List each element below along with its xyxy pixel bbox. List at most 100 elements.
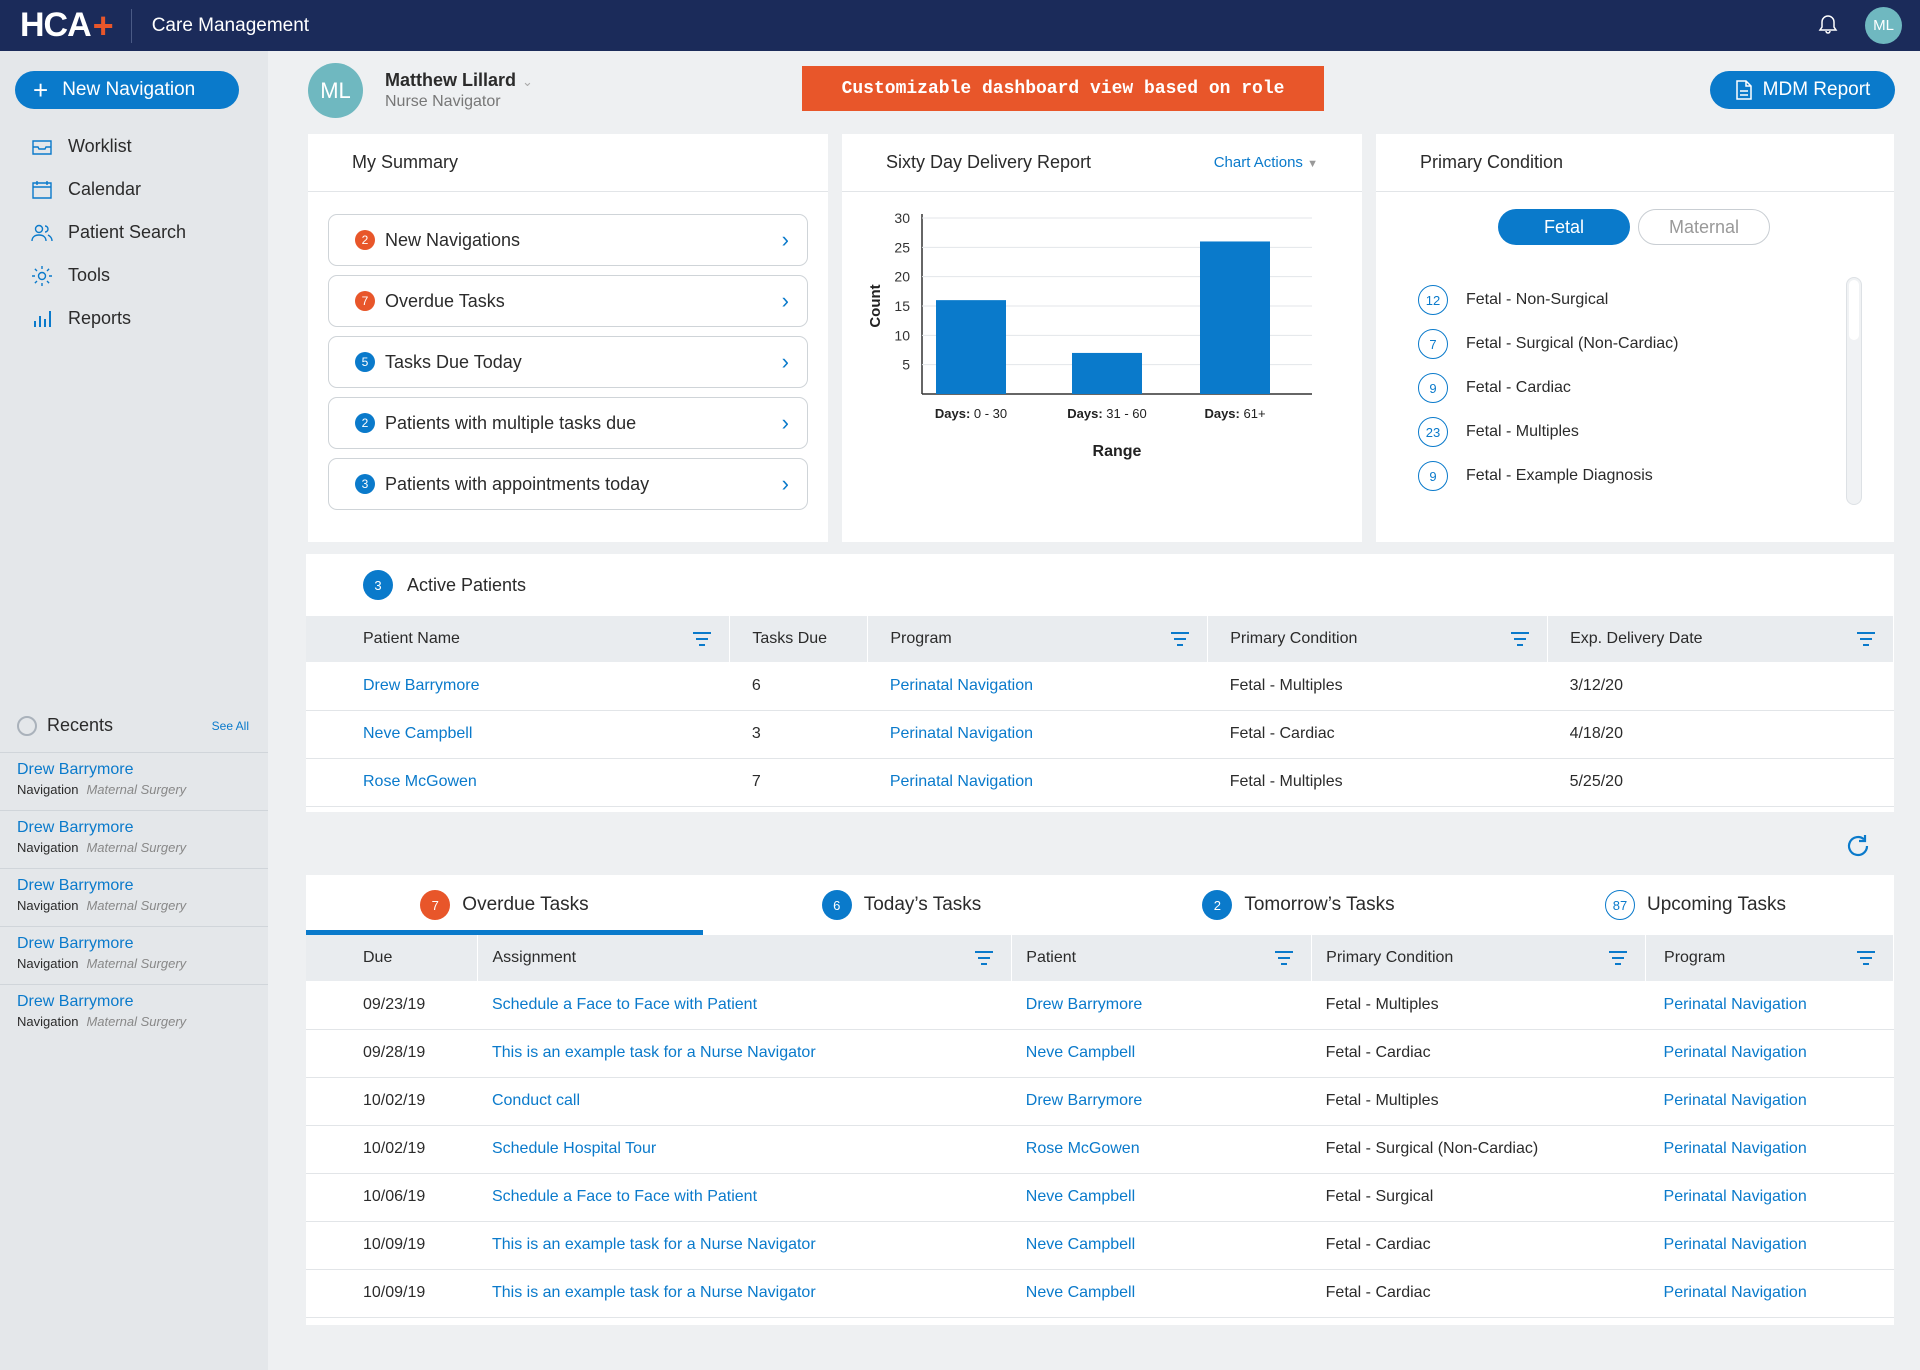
- tab-todays-tasks[interactable]: 6 Today’s Tasks: [703, 875, 1100, 935]
- condition-scrollbar[interactable]: [1846, 277, 1862, 505]
- toggle-fetal[interactable]: Fetal: [1498, 209, 1630, 245]
- see-all-link[interactable]: See All: [211, 718, 249, 733]
- sidebar-item-worklist[interactable]: Worklist: [30, 125, 186, 168]
- scrollbar-thumb[interactable]: [1849, 280, 1859, 340]
- toggle-maternal[interactable]: Maternal: [1638, 209, 1770, 245]
- table-row[interactable]: 10/06/19 Schedule a Face to Face with Pat…: [306, 1173, 1894, 1222]
- summary-item-new-navigations[interactable]: 2 New Navigations ›: [328, 214, 808, 266]
- table-cell[interactable]: Perinatal Navigation: [1645, 1269, 1894, 1318]
- table-cell[interactable]: Perinatal Navigation: [1645, 1125, 1894, 1174]
- condition-item[interactable]: 23 Fetal - Multiples: [1418, 417, 1579, 447]
- user-avatar[interactable]: ML: [1865, 7, 1902, 44]
- recent-name[interactable]: Drew Barrymore: [17, 993, 134, 1010]
- filter-icon[interactable]: [1857, 951, 1875, 965]
- table-cell[interactable]: Schedule Hospital Tour: [477, 1125, 1012, 1174]
- column-header[interactable]: Due: [306, 935, 479, 981]
- sidebar-item-patient-search[interactable]: Patient Search: [30, 211, 186, 254]
- summary-item-multiple-tasks[interactable]: 2 Patients with multiple tasks due ›: [328, 397, 808, 449]
- table-row[interactable]: Drew Barrymore 6 Perinatal Navigation Fetal…: [306, 662, 1894, 711]
- table-cell[interactable]: Perinatal Navigation: [867, 662, 1208, 711]
- condition-item[interactable]: 9 Fetal - Cardiac: [1418, 373, 1571, 403]
- column-header[interactable]: Program: [867, 616, 1209, 662]
- recent-item[interactable]: Drew Barrymore Navigation Maternal Surgery: [0, 810, 268, 868]
- table-row[interactable]: Rose McGowen 7 Perinatal Navigation Fetal -…: [306, 758, 1894, 807]
- sidebar-item-tools[interactable]: Tools: [30, 254, 186, 297]
- table-row[interactable]: Neve Campbell 3 Perinatal Navigation Fetal …: [306, 710, 1894, 759]
- table-row[interactable]: 09/23/19 Schedule a Face to Face with Pat…: [306, 981, 1894, 1030]
- chevron-down-icon[interactable]: ⌄: [522, 74, 533, 89]
- table-cell[interactable]: Schedule a Face to Face with Patient: [477, 981, 1012, 1030]
- table-row[interactable]: 09/28/19 This is an example task for a Nu…: [306, 1029, 1894, 1078]
- recent-name[interactable]: Drew Barrymore: [17, 877, 134, 894]
- filter-icon[interactable]: [975, 951, 994, 965]
- hca-logo[interactable]: HCA +: [20, 5, 114, 47]
- column-header[interactable]: Patient: [1011, 935, 1313, 981]
- recent-item[interactable]: Drew Barrymore Navigation Maternal Surgery: [0, 984, 268, 1042]
- table-cell[interactable]: This is an example task for a Nurse Navi…: [477, 1221, 1012, 1270]
- column-header[interactable]: Patient Name: [306, 616, 731, 662]
- tab-overdue-tasks[interactable]: 7 Overdue Tasks: [306, 875, 703, 935]
- recent-item[interactable]: Drew Barrymore Navigation Maternal Surgery: [0, 752, 268, 810]
- summary-item-tasks-due-today[interactable]: 5 Tasks Due Today ›: [328, 336, 808, 388]
- column-header[interactable]: Assignment: [477, 935, 1013, 981]
- recent-name[interactable]: Drew Barrymore: [17, 935, 134, 952]
- table-cell[interactable]: Perinatal Navigation: [1645, 1173, 1894, 1222]
- mdm-report-button[interactable]: MDM Report: [1710, 71, 1895, 109]
- table-row[interactable]: 10/02/19 Schedule Hospital Tour Rose McGow…: [306, 1125, 1894, 1174]
- user-profile[interactable]: ML Matthew Lillard ⌄ Nurse Navigator: [308, 63, 533, 118]
- filter-icon[interactable]: [1609, 951, 1628, 965]
- table-cell[interactable]: Drew Barrymore: [1011, 1077, 1312, 1126]
- new-navigation-button[interactable]: + New Navigation: [15, 71, 239, 109]
- table-cell[interactable]: Perinatal Navigation: [1645, 1029, 1894, 1078]
- table-row[interactable]: 10/02/19 Conduct call Drew Barrymore Fetal …: [306, 1077, 1894, 1126]
- recent-name[interactable]: Drew Barrymore: [17, 761, 134, 778]
- summary-item-overdue-tasks[interactable]: 7 Overdue Tasks ›: [328, 275, 808, 327]
- table-cell[interactable]: Rose McGowen: [306, 758, 730, 807]
- table-cell[interactable]: Perinatal Navigation: [867, 710, 1208, 759]
- table-cell[interactable]: Perinatal Navigation: [1645, 1221, 1894, 1270]
- tab-tomorrows-tasks[interactable]: 2 Tomorrow’s Tasks: [1100, 875, 1497, 935]
- table-cell[interactable]: Neve Campbell: [1011, 1269, 1312, 1318]
- condition-item[interactable]: 9 Fetal - Example Diagnosis: [1418, 461, 1653, 491]
- column-header[interactable]: Exp. Delivery Date: [1547, 616, 1894, 662]
- refresh-icon[interactable]: [1844, 832, 1872, 860]
- table-cell[interactable]: Schedule a Face to Face with Patient: [477, 1173, 1012, 1222]
- condition-item[interactable]: 7 Fetal - Surgical (Non-Cardiac): [1418, 329, 1679, 359]
- table-cell[interactable]: Rose McGowen: [1011, 1125, 1312, 1174]
- sidebar-item-reports[interactable]: Reports: [30, 297, 186, 340]
- table-cell[interactable]: Perinatal Navigation: [867, 758, 1208, 807]
- tasks-table-card: Due Assignment Patient Primary Condition…: [306, 935, 1894, 1325]
- table-cell[interactable]: Neve Campbell: [1011, 1173, 1312, 1222]
- recent-name[interactable]: Drew Barrymore: [17, 819, 134, 836]
- column-header[interactable]: Tasks Due: [729, 616, 869, 662]
- condition-item[interactable]: 12 Fetal - Non-Surgical: [1418, 285, 1608, 315]
- filter-icon[interactable]: [1511, 632, 1530, 646]
- column-header[interactable]: Primary Condition: [1311, 935, 1647, 981]
- table-cell[interactable]: Neve Campbell: [306, 710, 730, 759]
- tab-upcoming-tasks[interactable]: 87 Upcoming Tasks: [1497, 875, 1894, 935]
- chart-actions-dropdown[interactable]: Chart Actions ▼: [1214, 154, 1318, 171]
- table-cell[interactable]: Perinatal Navigation: [1645, 981, 1894, 1030]
- recent-item[interactable]: Drew Barrymore Navigation Maternal Surgery: [0, 868, 268, 926]
- filter-icon[interactable]: [1275, 951, 1294, 965]
- table-row[interactable]: 10/09/19 This is an example task for a Nu…: [306, 1221, 1894, 1270]
- table-cell[interactable]: Neve Campbell: [1011, 1029, 1312, 1078]
- condition-title: Primary Condition: [1420, 152, 1564, 172]
- table-cell[interactable]: Conduct call: [477, 1077, 1012, 1126]
- table-cell[interactable]: Drew Barrymore: [306, 662, 730, 711]
- table-row[interactable]: 10/09/19 This is an example task for a Nu…: [306, 1269, 1894, 1318]
- table-cell[interactable]: This is an example task for a Nurse Navi…: [477, 1029, 1012, 1078]
- sidebar-item-calendar[interactable]: Calendar: [30, 168, 186, 211]
- filter-icon[interactable]: [1857, 632, 1875, 646]
- table-cell[interactable]: This is an example task for a Nurse Navi…: [477, 1269, 1012, 1318]
- table-cell[interactable]: Drew Barrymore: [1011, 981, 1312, 1030]
- summary-item-appointments-today[interactable]: 3 Patients with appointments today ›: [328, 458, 808, 510]
- table-cell[interactable]: Perinatal Navigation: [1645, 1077, 1894, 1126]
- filter-icon[interactable]: [1171, 632, 1190, 646]
- table-cell[interactable]: Neve Campbell: [1011, 1221, 1312, 1270]
- recent-item[interactable]: Drew Barrymore Navigation Maternal Surgery: [0, 926, 268, 984]
- filter-icon[interactable]: [693, 632, 712, 646]
- column-header[interactable]: Primary Condition: [1207, 616, 1549, 662]
- column-header[interactable]: Program: [1645, 935, 1894, 981]
- bell-icon[interactable]: [1816, 13, 1840, 37]
